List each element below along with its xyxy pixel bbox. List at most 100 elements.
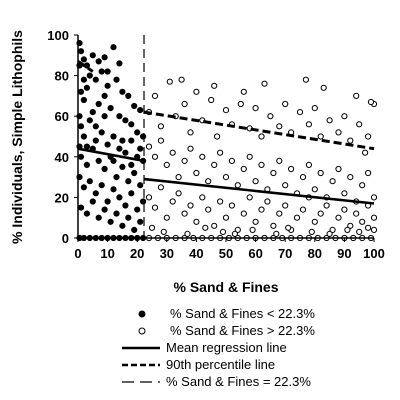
y-tick-label-3: 60: [55, 109, 69, 124]
filled-point-6: [101, 54, 108, 61]
open-point-81: [151, 204, 159, 211]
y-tick-label-5: 100: [47, 28, 69, 43]
filled-point-63: [140, 198, 147, 205]
filled-point-68: [101, 206, 108, 213]
legend-label-3: 90th percentile line: [166, 357, 275, 372]
legend-item-1: % Sand & Fines > 22.3%: [138, 323, 315, 338]
open-point-34: [261, 80, 268, 87]
open-point-66: [299, 174, 307, 181]
open-point-159: [365, 224, 372, 231]
open-point-48: [193, 169, 200, 177]
filled-point-67: [95, 214, 102, 221]
open-point-40: [145, 143, 153, 150]
filled-point-51: [137, 182, 144, 189]
y-axis-title: % Individuals, Simple Lithophils: [9, 30, 25, 244]
legend-item-0: % Sand & Fines < 22.3%: [138, 306, 315, 321]
open-point-53: [222, 174, 230, 181]
x-tick-label-1: 10: [100, 246, 114, 261]
open-point-80: [145, 194, 153, 201]
open-point-69: [317, 169, 324, 177]
open-point-90: [205, 206, 212, 213]
filled-point-32: [92, 137, 99, 144]
filled-point-91: [119, 137, 126, 144]
open-point-150: [219, 228, 227, 235]
open-point-73: [341, 190, 348, 197]
open-point-44: [169, 149, 176, 156]
filled-point-64: [77, 204, 85, 211]
filled-point-24: [116, 113, 123, 120]
filled-point-8: [86, 72, 93, 79]
filled-point-34: [104, 141, 111, 148]
x-tick-label-6: 60: [248, 246, 262, 261]
open-point-42: [157, 137, 164, 144]
open-point-93: [222, 214, 230, 221]
open-point-67: [305, 161, 312, 168]
filled-point-30: [80, 133, 88, 140]
x-tick-label-7: 70: [278, 246, 292, 261]
x-tick-label-0: 0: [74, 246, 81, 261]
open-point-11: [222, 107, 230, 114]
filled-point-44: [95, 157, 102, 164]
filled-point-21: [95, 100, 102, 108]
open-point-32: [178, 76, 185, 83]
filled-point-62: [134, 206, 141, 213]
filled-point-66: [89, 198, 96, 205]
open-point-114: [347, 222, 354, 229]
open-point-103: [282, 202, 289, 209]
open-point-113: [341, 206, 348, 213]
open-point-72: [335, 165, 342, 173]
open-point-118: [370, 214, 378, 221]
open-point-156: [326, 230, 333, 237]
filled-point-93: [137, 145, 144, 152]
legend-item-4: % Sand & Fines = 22.3%: [122, 374, 311, 389]
open-point-15: [252, 105, 259, 112]
filled-point-49: [125, 178, 132, 185]
x-tick-label-9: 90: [337, 246, 351, 261]
open-point-95: [234, 226, 241, 233]
open-point-68: [311, 186, 318, 193]
open-point-101: [270, 222, 277, 229]
y-tick-label-2: 40: [55, 150, 69, 165]
filled-point-23: [107, 105, 114, 112]
filled-point-16: [137, 107, 144, 114]
filled-point-65: [83, 210, 91, 217]
ticks-layer: 0 10 20 30 40 50 60 70 80 90 100 0 20 40 60 80 100: [47, 28, 385, 261]
x-tick-label-5: 50: [219, 246, 233, 261]
open-point-49: [199, 153, 206, 160]
filled-point-22: [101, 92, 108, 100]
open-point-94: [228, 202, 235, 209]
open-point-155: [308, 228, 315, 235]
open-point-83: [163, 214, 170, 221]
open-point-37: [367, 98, 375, 106]
x-tick-label-4: 40: [189, 246, 203, 261]
open-point-7: [193, 88, 200, 95]
filled-point-14: [125, 92, 132, 100]
y-tick-label-0: 0: [62, 231, 69, 246]
filled-point-42: [83, 161, 91, 168]
filled-point-13: [119, 88, 126, 95]
legend-label-4: % Sand & Fines = 22.3%: [166, 374, 311, 389]
open-point-16: [258, 133, 265, 140]
y-tick-label-4: 80: [55, 69, 69, 84]
filled-point-45: [101, 165, 108, 173]
open-point-10: [214, 133, 221, 140]
open-point-119: [370, 226, 378, 233]
open-point-43: [163, 161, 170, 168]
filled-point-96: [80, 76, 88, 83]
filled-point-37: [122, 149, 129, 156]
open-point-106: [299, 206, 307, 213]
open-point-54: [228, 157, 235, 164]
open-point-109: [317, 210, 324, 217]
filled-point-56: [98, 182, 105, 189]
open-point-19: [282, 100, 289, 108]
filled-point-11: [104, 82, 111, 89]
open-point-33: [211, 82, 218, 89]
open-point-21: [296, 109, 304, 116]
legend: % Sand & Fines < 22.3% % Sand & Fines > 2…: [122, 306, 315, 389]
open-point-115: [353, 210, 360, 217]
open-point-76: [359, 182, 366, 189]
mean-line-0: [77, 147, 145, 163]
open-point-17: [267, 113, 274, 120]
filled-point-10: [98, 68, 105, 75]
open-point-78: [370, 194, 378, 201]
